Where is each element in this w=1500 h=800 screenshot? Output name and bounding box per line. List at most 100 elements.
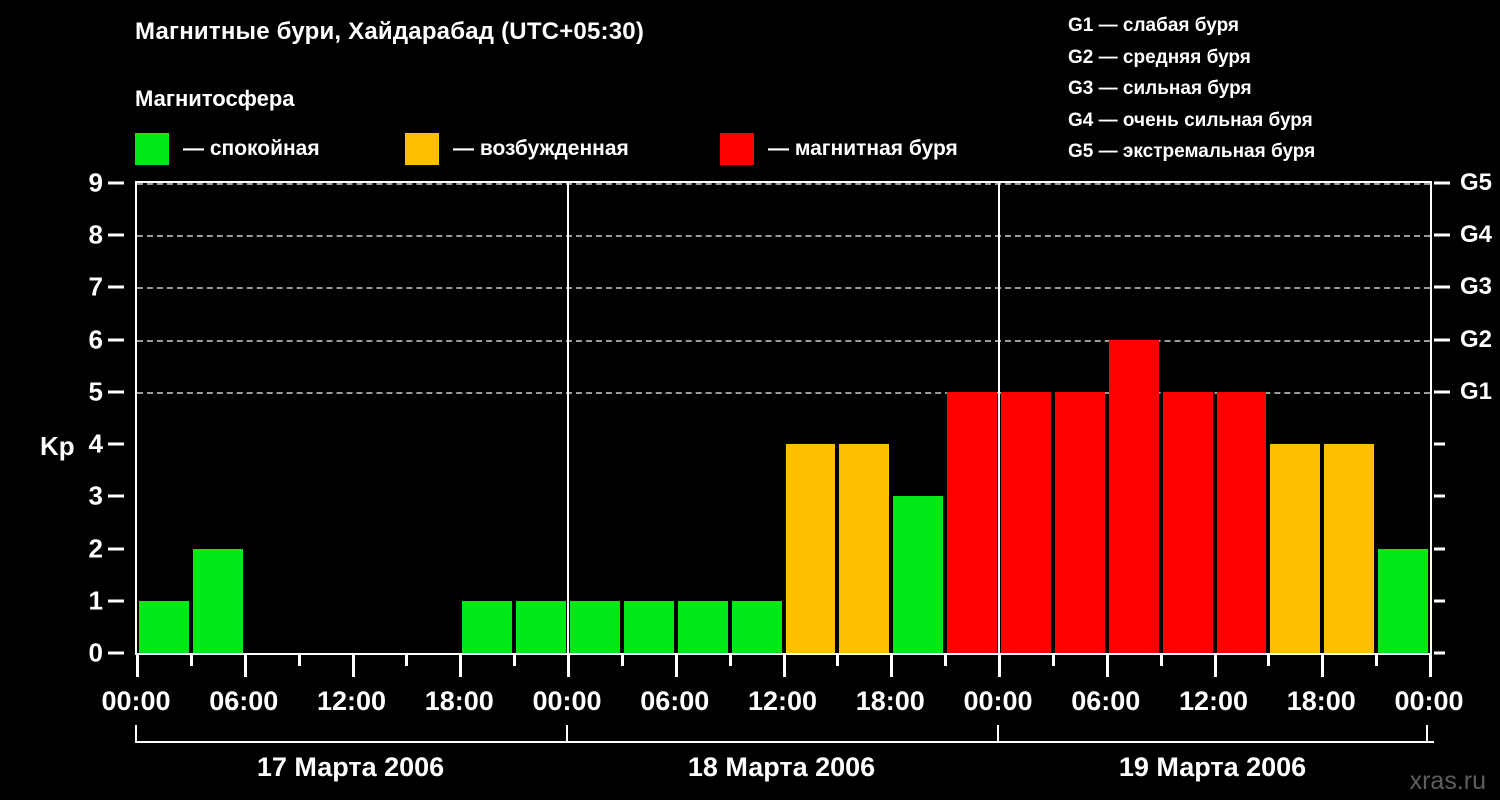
x-tick-label-0: 00:00 — [101, 686, 171, 716]
gridline-kp-7 — [137, 287, 1430, 290]
y-tick-mark-4 — [108, 442, 124, 446]
watermark: xras.ru — [1409, 767, 1486, 795]
x-minor-tick-57h — [1159, 655, 1163, 666]
bar-13[interactable] — [839, 444, 890, 653]
day-rule — [135, 741, 1434, 743]
bar-20[interactable] — [1216, 391, 1267, 653]
x-minor-tick-45h — [944, 655, 948, 666]
x-major-tick-48h — [998, 655, 1001, 677]
bar-8[interactable] — [570, 600, 620, 653]
g-scale-row-g3: G3 — сильная буря — [1068, 78, 1252, 99]
y-axis-title: Kp — [40, 431, 75, 461]
bar-21[interactable] — [1270, 444, 1321, 653]
x-tick-label-4: 00:00 — [532, 686, 602, 716]
y-tick-mark-2 — [108, 547, 124, 551]
bar-19[interactable] — [1162, 391, 1213, 653]
g-axis-minor-tick-0 — [1434, 651, 1445, 655]
x-tick-label-9: 06:00 — [1071, 686, 1141, 716]
x-tick-label-11: 18:00 — [1286, 686, 1356, 716]
bar-1[interactable] — [192, 548, 243, 653]
x-major-tick-24h — [567, 655, 570, 677]
bar-23[interactable] — [1378, 548, 1428, 653]
day-bracket-edge-3 — [1426, 725, 1428, 742]
legend-label-active: — возбужденная — [453, 137, 629, 160]
bar-0[interactable] — [139, 600, 189, 653]
legend-swatch-active — [405, 133, 439, 165]
day-separator-2 — [998, 183, 1000, 653]
g-axis-label-g2: G2 — [1460, 325, 1493, 353]
y-tick-label-7: 7 — [88, 271, 103, 302]
x-minor-tick-51h — [1051, 655, 1055, 666]
day-bracket-edge-1 — [566, 725, 568, 742]
bar-16[interactable] — [1001, 391, 1051, 653]
bar-14[interactable] — [893, 496, 944, 653]
x-major-tick-72h — [1429, 655, 1432, 677]
g-scale-row-g4: G4 — очень сильная буря — [1068, 109, 1313, 131]
day-separator-1 — [567, 183, 569, 653]
x-major-tick-42h — [890, 655, 894, 677]
magnetosphere-legend: — спокойная — возбужденная — магнитная б… — [135, 133, 1035, 167]
y-tick-label-4: 4 — [88, 428, 103, 459]
g-axis-label-g5: G5 — [1460, 169, 1493, 196]
day-bracket-edge-0 — [135, 725, 137, 742]
x-major-tick-18h — [459, 655, 463, 677]
bar-22[interactable] — [1324, 444, 1375, 653]
g-axis-label-g1: G1 — [1460, 377, 1493, 405]
legend-swatch-quiet — [135, 133, 169, 165]
day-bracket-edge-2 — [997, 725, 999, 742]
bar-9[interactable] — [623, 600, 674, 653]
gridline-kp-6 — [137, 339, 1430, 342]
legend-label-storm: — магнитная буря — [768, 137, 958, 160]
bar-10[interactable] — [677, 600, 728, 653]
g-axis: G1 G2 G3 G4 G5 — [1434, 169, 1500, 655]
g-axis-tick-g2 — [1434, 338, 1450, 342]
x-minor-tick-39h — [836, 655, 840, 666]
x-minor-tick-63h — [1267, 655, 1271, 666]
y-tick-mark-6 — [108, 338, 124, 342]
bar-12[interactable] — [785, 444, 836, 653]
y-tick-label-8: 8 — [88, 219, 103, 250]
bar-6[interactable] — [462, 600, 513, 653]
g-axis-minor-tick-2 — [1434, 547, 1445, 551]
y-tick-label-5: 5 — [88, 376, 103, 407]
legend-item-quiet: — спокойная — [135, 133, 320, 165]
x-major-tick-30h — [674, 655, 678, 677]
bar-7[interactable] — [516, 600, 566, 653]
y-tick-mark-9 — [108, 181, 124, 185]
y-tick-mark-3 — [108, 494, 124, 498]
g-axis-label-g3: G3 — [1460, 273, 1493, 301]
day-label-0: 17 Марта 2006 — [256, 752, 445, 782]
x-major-tick-54h — [1105, 655, 1109, 677]
x-minor-tick-33h — [728, 655, 732, 666]
x-axis-ticks — [135, 655, 1434, 679]
g-axis-tick-g1 — [1434, 390, 1450, 394]
gridline-kp-8 — [137, 235, 1430, 238]
day-labels: 17 Марта 2006 18 Марта 2006 19 Марта 2006 — [0, 752, 1500, 792]
x-tick-label-5: 06:00 — [640, 686, 710, 716]
x-minor-tick-21h — [513, 655, 517, 666]
x-tick-label-7: 18:00 — [855, 686, 925, 716]
bar-18[interactable] — [1108, 339, 1159, 653]
x-tick-label-6: 12:00 — [747, 686, 818, 716]
y-tick-mark-1 — [108, 599, 124, 603]
bar-15[interactable] — [947, 391, 997, 653]
x-major-tick-60h — [1213, 655, 1217, 677]
x-major-tick-36h — [782, 655, 786, 677]
x-tick-label-12: 00:00 — [1394, 686, 1464, 716]
x-tick-label-10: 12:00 — [1178, 686, 1249, 716]
bar-11[interactable] — [731, 600, 782, 653]
day-bracket-rule — [135, 725, 1434, 743]
y-tick-label-0: 0 — [88, 637, 103, 668]
legend-swatch-storm — [720, 133, 754, 165]
g-scale-row-g5: G5 — экстремальная буря — [1068, 141, 1316, 162]
x-axis-labels: 00:00 06:00 12:00 18:00 00:00 06:00 12:00 18:00… — [0, 686, 1500, 722]
x-minor-tick-27h — [620, 655, 624, 666]
x-tick-label-2: 12:00 — [316, 686, 387, 716]
bar-17[interactable] — [1054, 391, 1105, 653]
y-tick-mark-8 — [108, 233, 124, 237]
magnetosphere-heading: Магнитосфера — [135, 86, 295, 111]
x-minor-tick-69h — [1375, 655, 1379, 666]
day-label-2: 19 Марта 2006 — [1118, 752, 1307, 782]
day-label-1: 18 Марта 2006 — [687, 752, 876, 782]
g-axis-minor-tick-4 — [1434, 442, 1445, 446]
